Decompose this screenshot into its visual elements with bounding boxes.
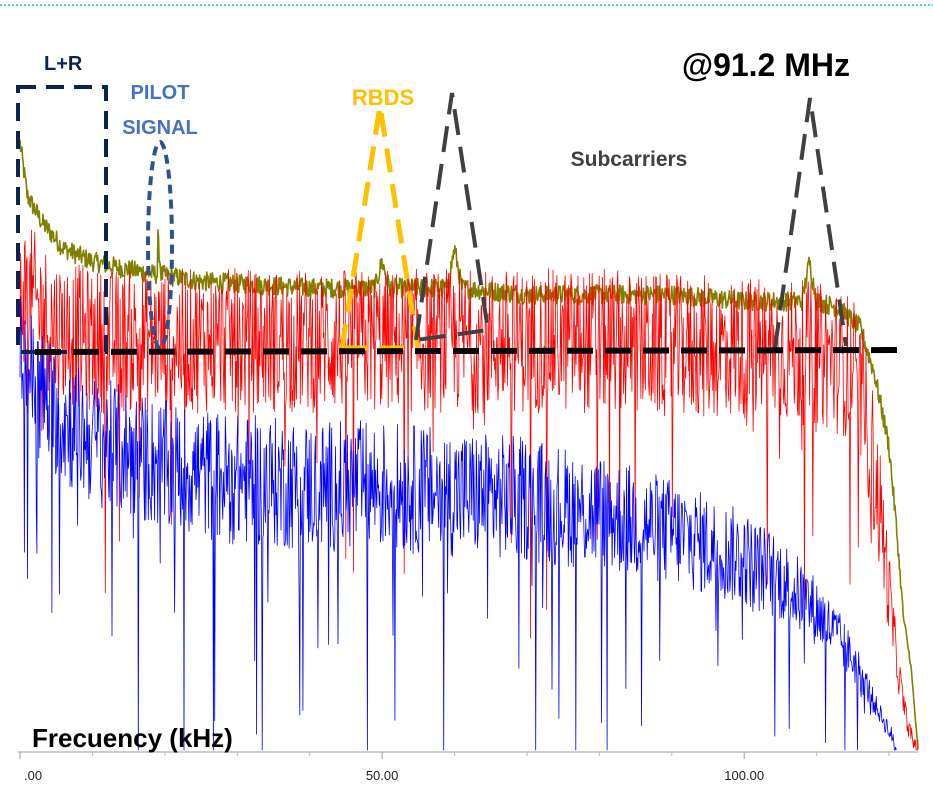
annotation-rbds: RBDS: [352, 85, 414, 110]
series-line-1: [19, 229, 919, 751]
pilot-ellipse: [146, 140, 174, 350]
noise-floor-line: [34, 347, 901, 355]
annotation-lr: L+R: [44, 53, 83, 75]
series-line-2: [19, 296, 897, 751]
rbds-triangle: [339, 105, 421, 351]
traces: [19, 139, 919, 751]
annotation-signal: SIGNAL: [122, 117, 198, 139]
x-tick-label-2: 100.00: [724, 768, 764, 783]
annotation-pilot: PILOT: [131, 82, 190, 104]
x-tick-label-1: 50.00: [366, 768, 399, 783]
x-axis: .00 50.00 100.00: [18, 751, 918, 783]
series-line-0: [19, 139, 919, 750]
x-tick-label-0: .00: [24, 768, 42, 783]
chart-title: @91.2 MHz: [682, 47, 850, 83]
overlays: [16, 85, 901, 355]
lr-box: [16, 85, 108, 354]
subcarrier-triangle-2: [773, 97, 848, 349]
subcarrier-triangle-1: [414, 92, 491, 342]
x-axis-label: Frecuency (kHz): [32, 723, 233, 753]
x-ticks: .00 50.00 100.00: [19, 752, 890, 783]
annotation-subcarriers: Subcarriers: [571, 148, 688, 171]
